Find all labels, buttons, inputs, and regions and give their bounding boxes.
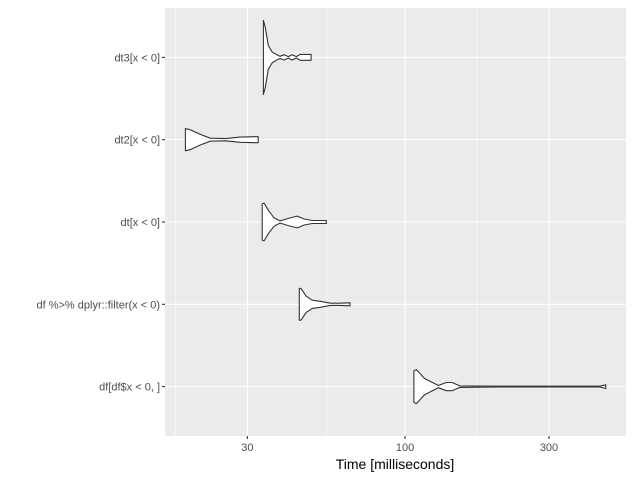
- y-tick-label: dt3[x < 0]: [114, 52, 160, 64]
- y-tick-label: dt[x < 0]: [121, 217, 160, 229]
- y-tick-label: df %>% dplyr::filter(x < 0): [37, 299, 161, 311]
- y-tick-label: dt2[x < 0]: [114, 135, 160, 147]
- y-axis: df[df$x < 0, ] df %>% dplyr::filter(x < 0…: [37, 52, 165, 394]
- violin: [298, 287, 351, 321]
- violin: [262, 19, 312, 95]
- violin: [413, 369, 607, 405]
- x-tick-label: 30: [241, 442, 253, 454]
- x-axis-title: Time [milliseconds]: [336, 456, 455, 472]
- y-tick-label: df[df$x < 0, ]: [99, 382, 160, 394]
- x-tick-label: 300: [540, 442, 558, 454]
- x-tick-label: 100: [396, 442, 414, 454]
- violin: [184, 128, 259, 152]
- violin: [261, 202, 327, 242]
- violins: [184, 19, 607, 405]
- x-axis: 30 100 300: [241, 436, 558, 454]
